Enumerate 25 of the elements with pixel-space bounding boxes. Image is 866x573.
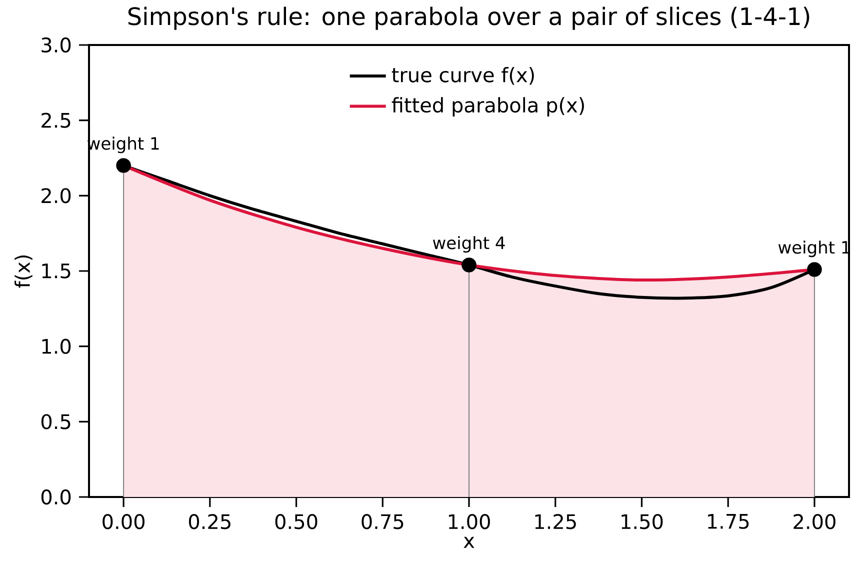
x-tick-label: 1.00 <box>448 514 490 530</box>
y-tick-label: 0.0 <box>41 489 71 505</box>
x-tick-label: 1.75 <box>708 514 749 529</box>
x-tick-label: 1.50 <box>622 514 663 530</box>
y-tick-label: 0.5 <box>41 414 70 430</box>
y-tick-label: 1.0 <box>42 338 71 354</box>
x-tick-label: 0.75 <box>362 514 404 530</box>
y-tick-label: 1.5 <box>42 264 70 278</box>
x-tick-label: 2.00 <box>794 514 836 530</box>
x-tick-label: 0.00 <box>102 514 144 530</box>
point <box>807 262 822 277</box>
annotation: weight 4 <box>432 236 505 253</box>
x-tick-label: 0.25 <box>188 514 230 530</box>
point <box>462 258 476 272</box>
legend-label: true curve f(x) <box>392 66 534 85</box>
y-axis-title: f(x) <box>14 255 32 288</box>
chart-title: Simpson's rule: one parabola over a pair of slices (1-4-1) <box>128 6 810 30</box>
legend-label: fitted parabola p(x) <box>392 97 584 117</box>
y-tick-label: 2.0 <box>42 188 71 204</box>
x-tick-label: 1.25 <box>535 514 576 530</box>
y-tick-label: 2.5 <box>42 112 70 128</box>
point <box>116 158 131 173</box>
x-tick-label: 0.50 <box>275 514 318 530</box>
x-axis-title: x <box>464 536 474 548</box>
y-tick-label: 3.0 <box>42 37 71 53</box>
